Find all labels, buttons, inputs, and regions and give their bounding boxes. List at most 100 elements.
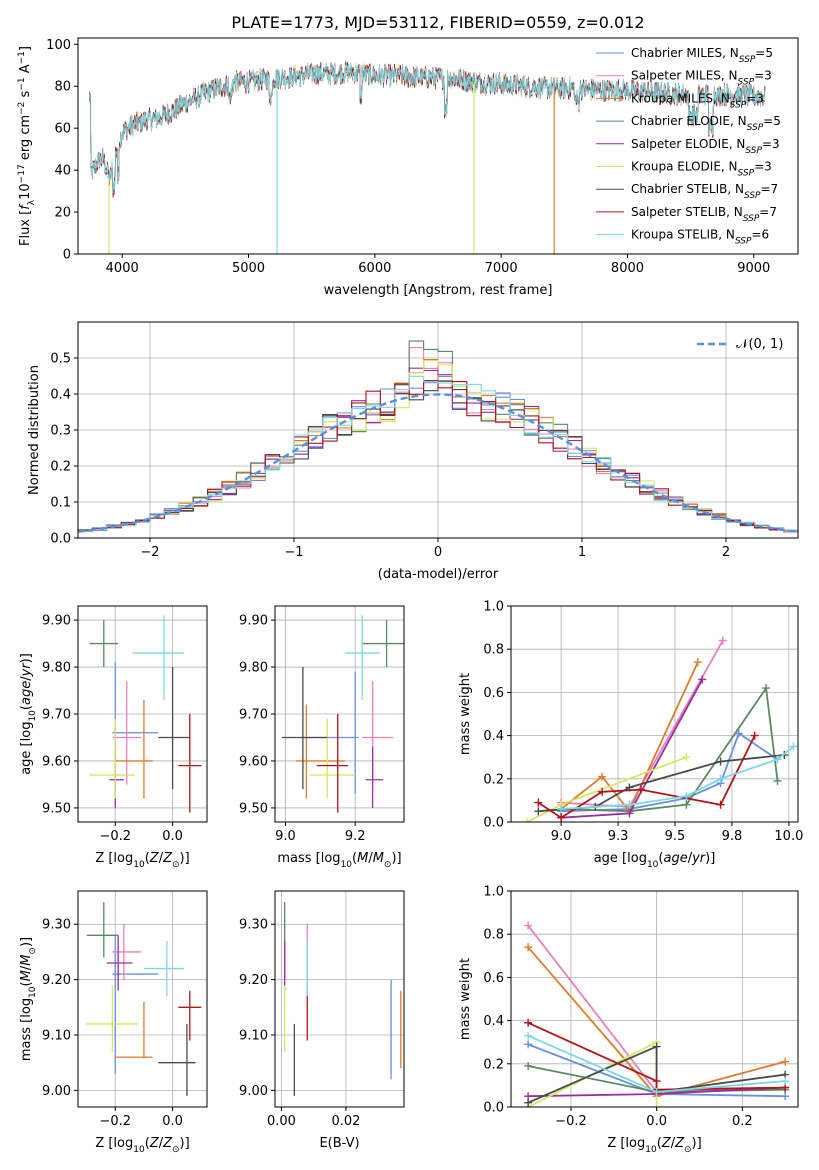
x-tick-label: 10.0 bbox=[774, 829, 803, 844]
errorbar-kroupa-miles bbox=[115, 699, 153, 799]
spectrum-legend: Chabrier MILES, NSSP=5 Salpeter MILES, NS… bbox=[596, 46, 781, 247]
weight_vs_Z-x-axis-label: Z [log10(Z/Z⊙)] bbox=[607, 1136, 701, 1155]
weight-marker-salpeter-elodie bbox=[625, 809, 634, 818]
x-tick-label: 1 bbox=[578, 545, 586, 560]
errorbar-kroupa-elodie bbox=[86, 985, 139, 1052]
legend-label-kroupa-stelib: Kroupa STELIB, NSSP=6 bbox=[631, 228, 769, 247]
weight-marker-chabrier-stelib bbox=[716, 757, 725, 766]
spectrum-axes: 4000 5000 6000 7000 8000 9000 0 20 40 60 80 100 wave… bbox=[17, 37, 799, 298]
mass_vs_ebv-axes: 0.00 0.02 9.00 9.10 9.20 9.30 E(B-V) bbox=[239, 890, 405, 1151]
weight-series-chabrier-miles bbox=[557, 729, 782, 816]
errorbar-salpeter-stelib bbox=[178, 990, 202, 1041]
y-tick-label: 9.20 bbox=[239, 973, 268, 988]
weight_vs_age-plot-area bbox=[522, 636, 798, 822]
weight-line-salpeter-stelib bbox=[527, 1021, 786, 1091]
weight-marker-salpeter-stelib bbox=[636, 785, 645, 794]
age_vs_mass-x-axis-label: mass [log10(M/M⊙)] bbox=[277, 851, 401, 870]
y-tick-label: 9.50 bbox=[42, 801, 71, 816]
y-tick-label: 9.30 bbox=[239, 918, 268, 933]
mass_vs_Z-x-axis-label: Z [log10(Z/Z⊙)] bbox=[95, 1136, 189, 1155]
errorbar-chabrier-miles bbox=[112, 935, 159, 1074]
x-tick-label: 9000 bbox=[737, 261, 770, 276]
weight-series-chabrier-stelib bbox=[534, 751, 789, 816]
weight-marker-kroupa-elodie bbox=[522, 818, 531, 822]
y-tick-label: 0.8 bbox=[483, 928, 504, 943]
y-tick-label: 0.4 bbox=[50, 388, 71, 403]
age_vs_Z-axes: −0.2 0.0 9.50 9.60 9.70 9.80 9.90 Z [log10(Z/Z⊙… bbox=[19, 605, 208, 870]
x-tick-label: 0.00 bbox=[267, 1114, 296, 1129]
weight-line-kroupa-stelib bbox=[561, 745, 794, 810]
weight-marker-kroupa-stelib bbox=[773, 755, 782, 764]
x-tick-label: 2 bbox=[722, 545, 730, 560]
figure-title: PLATE=1773, MJD=53112, FIBERID=0559, z=0… bbox=[231, 13, 644, 32]
x-tick-label: −1 bbox=[284, 545, 303, 560]
legend-label-salpeter-elodie: Salpeter ELODIE, NSSP=3 bbox=[631, 137, 780, 156]
y-tick-label: 9.00 bbox=[239, 1084, 268, 1099]
x-tick-label: 9.2 bbox=[345, 829, 366, 844]
age_vs_Z-plot-area bbox=[89, 615, 202, 813]
errorbar-kroupa-miles bbox=[115, 1001, 153, 1058]
errorbar-chabrier-elodie bbox=[89, 620, 119, 668]
y-tick-label: 9.80 bbox=[239, 661, 268, 676]
weight-marker-kroupa-stelib bbox=[625, 800, 634, 809]
weight-line-chabrier-stelib bbox=[527, 1045, 786, 1104]
age_vs_mass-plot-area bbox=[281, 615, 404, 813]
mass_vs_Z-y-axis-label: mass [log10(M/M⊙)] bbox=[19, 937, 38, 1061]
legend-label-chabrier-miles: Chabrier MILES, NSSP=5 bbox=[631, 46, 773, 65]
x-tick-label: 9.0 bbox=[275, 829, 296, 844]
x-tick-label: 4000 bbox=[106, 261, 139, 276]
weight_vs_age-frame bbox=[510, 605, 799, 823]
x-tick-label: −2 bbox=[140, 545, 159, 560]
histogram-kroupa-stelib bbox=[78, 375, 798, 533]
errorbar-chabrier-elodie bbox=[362, 620, 404, 668]
weight_vs_Z-frame bbox=[510, 890, 799, 1108]
plots-layer: 4000 5000 6000 7000 8000 9000020406080100wave… bbox=[17, 37, 803, 1155]
spectrum-line-kroupa-stelib bbox=[89, 62, 766, 194]
weight-series-salpeter-stelib bbox=[534, 731, 759, 822]
weight-line-chabrier-miles bbox=[561, 732, 779, 813]
errorbar-chabrier-stelib bbox=[158, 1023, 196, 1096]
legend-label-salpeter-miles: Salpeter MILES, NSSP=3 bbox=[631, 69, 772, 88]
errorbar-salpeter-miles bbox=[362, 681, 394, 785]
y-tick-label: 0.4 bbox=[483, 1014, 504, 1029]
y-tick-label: 0.0 bbox=[483, 1101, 504, 1116]
weight-marker-salpeter-stelib bbox=[598, 787, 607, 796]
weight-line-salpeter-stelib bbox=[537, 735, 756, 819]
y-tick-label: 0 bbox=[63, 248, 71, 263]
x-tick-label: 0.0 bbox=[162, 829, 183, 844]
weight_vs_age-x-axis-label: age [log10(age/yr)] bbox=[594, 851, 716, 870]
weight-marker-kroupa-stelib bbox=[789, 742, 798, 751]
errorbar-salpeter-miles bbox=[112, 681, 142, 785]
mass_vs_Z-plot-area bbox=[86, 902, 202, 1096]
y-tick-label: 9.80 bbox=[42, 661, 71, 676]
weight-marker-kroupa-elodie bbox=[682, 753, 691, 762]
x-tick-label: −0.2 bbox=[99, 1114, 131, 1129]
errorbar-chabrier-stelib bbox=[281, 667, 328, 790]
spectrum-y-axis-label: Flux [fλ10−17 erg cm−2 s−1 A−1] bbox=[17, 46, 37, 246]
age_vs_Z-grid bbox=[78, 606, 207, 822]
weight-marker-salpeter-stelib bbox=[716, 800, 725, 809]
weight-marker-chabrier-elodie bbox=[524, 1061, 533, 1070]
histogram-salpeter-stelib bbox=[78, 380, 798, 532]
errorbar-kroupa-stelib bbox=[344, 615, 380, 700]
weight_vs_age-grid bbox=[511, 605, 798, 823]
x-tick-label: 9.3 bbox=[608, 829, 629, 844]
y-tick-label: 0.6 bbox=[483, 686, 504, 701]
errorbar-salpeter-elodie bbox=[109, 746, 124, 808]
weight-marker-kroupa-stelib bbox=[716, 774, 725, 783]
weight_vs_age-axes: 9.0 9.3 9.5 9.8 10.0 0.0 0.2 0.4 0.6 0.8 1.0 age [l… bbox=[458, 600, 803, 871]
age_vs_Z-x-axis-label: Z [log10(Z/Z⊙)] bbox=[95, 851, 189, 870]
weight-series-kroupa-elodie bbox=[522, 753, 691, 822]
weight-marker-salpeter-elodie bbox=[698, 675, 707, 684]
y-tick-label: 9.90 bbox=[239, 614, 268, 629]
errorbar-salpeter-miles bbox=[112, 924, 142, 980]
y-tick-label: 0.0 bbox=[50, 532, 71, 547]
weight-marker-chabrier-stelib bbox=[652, 1042, 661, 1051]
weight-marker-kroupa-miles bbox=[598, 772, 607, 781]
weight_vs_Z-axes: −0.2 0.0 0.2 0.0 0.2 0.4 0.6 0.8 1.0 Z [log10(Z/Z… bbox=[458, 885, 799, 1155]
spectrum-x-axis-label: wavelength [Angstrom, rest frame] bbox=[324, 283, 553, 298]
y-tick-label: 1.0 bbox=[483, 885, 504, 900]
gaussian-reference-curve bbox=[78, 393, 798, 533]
y-tick-label: 9.90 bbox=[42, 614, 71, 629]
weight-marker-chabrier-elodie bbox=[682, 800, 691, 809]
